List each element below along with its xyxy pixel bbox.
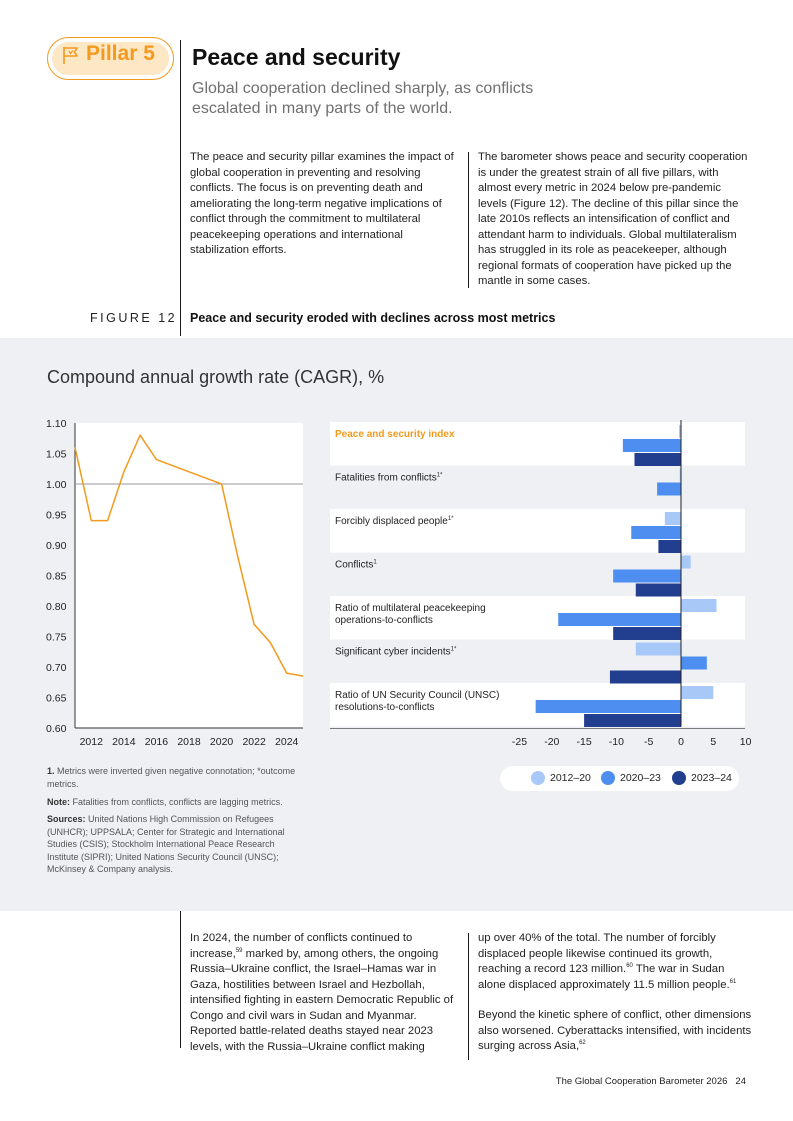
intro-right: The barometer shows peace and security c…	[478, 151, 748, 287]
y-tick-label: 1.10	[46, 418, 67, 430]
bar-2012–20	[679, 468, 681, 482]
flag-icon	[63, 47, 78, 64]
y-tick-label: 1.00	[46, 479, 67, 491]
bar-x-tick-label: -5	[644, 736, 653, 748]
bottom-right-paragraph-2: Beyond the kinetic sphere of conflict, o…	[478, 1009, 752, 1052]
footnote-note-text: Fatalities from conflicts, conflicts are…	[72, 797, 283, 807]
bar-2012–20	[681, 599, 717, 612]
bar-2023–24	[584, 714, 681, 727]
bar-category-label: Fatalities from conflicts1*	[335, 473, 443, 484]
bottom-left-rule	[180, 911, 181, 1048]
figure-label: FIGURE 12	[90, 311, 178, 325]
bar-2020–23	[613, 569, 681, 583]
footnote-note-label: Note:	[47, 797, 70, 807]
bar-2020–23	[681, 656, 707, 670]
x-tick-label: 2016	[145, 736, 169, 748]
footnote-sources-label: Sources:	[47, 814, 86, 824]
bar-2020–23	[631, 526, 681, 539]
page-footer: The Global Cooperation Barometer 2026 24	[548, 1076, 746, 1087]
bar-2023–24	[609, 670, 681, 684]
chart-panel-title: Compound annual growth rate (CAGR), %	[47, 367, 385, 387]
footnote-1: 1. Metrics were inverted given negative …	[47, 765, 307, 790]
page-title: Peace and security	[192, 44, 401, 70]
footer-publication: The Global Cooperation Barometer 2026	[555, 1076, 728, 1087]
chart-legend: 2012–20 2020–23 2023–24	[500, 766, 739, 791]
footnote-1-label: 1.	[47, 766, 55, 776]
bar-x-tick-label: -15	[577, 736, 592, 748]
y-tick-label: 0.90	[46, 540, 67, 552]
bar-category-label: Significant cyber incidents1*	[335, 647, 457, 658]
bar-category-label: Ratio of UN Security Council (UNSC) resol…	[335, 690, 500, 713]
y-tick-label: 0.65	[46, 693, 67, 705]
y-tick-label: 0.85	[46, 571, 67, 583]
y-tick-label: 0.80	[46, 601, 67, 613]
bar-2012–20	[679, 425, 681, 438]
legend-swatch	[601, 771, 615, 785]
page-subtitle: Global cooperation declined sharply, as …	[192, 80, 534, 117]
bar-2023–24	[658, 540, 681, 553]
bar-2020–23	[657, 482, 681, 496]
bar-x-tick-label: 0	[678, 736, 684, 748]
bar-2012–20	[664, 512, 681, 525]
x-tick-label: 2012	[80, 736, 104, 748]
line-chart: 1.10 1.05 1.00 0.95 0.90 0.85 0.80 0.75 0.70 0.65…	[46, 418, 304, 748]
x-tick-label: 2020	[210, 736, 234, 748]
bar-2012–20	[635, 642, 681, 656]
bar-x-tick-label: -25	[512, 736, 527, 748]
bar-category-label: Ratio of multilateral peacekeeping operat…	[335, 603, 486, 626]
x-tick-label: 2022	[242, 736, 266, 748]
intro-column-rule	[468, 152, 469, 288]
x-tick-label: 2024	[275, 736, 299, 748]
bar-2023–24	[634, 453, 681, 466]
bar-category-label: Peace and security index	[335, 429, 455, 440]
bottom-right-paragraph-1: up over 40% of the total. The number of …	[478, 932, 737, 991]
footnote-1-text: Metrics were inverted given negative con…	[47, 766, 296, 789]
bar-2020–23	[535, 700, 681, 713]
legend-swatch	[531, 771, 545, 785]
figure-title: Peace and security eroded with declines …	[190, 311, 556, 325]
footnote-sources: Sources: United Nations High Commission …	[47, 813, 307, 876]
bar-2020–23	[622, 439, 681, 452]
bar-2012–20	[681, 555, 691, 569]
bottom-right-rule	[468, 933, 469, 1060]
bar-x-tick-label: -20	[544, 736, 559, 748]
x-tick-label: 2014	[112, 736, 136, 748]
intro-left: The peace and security pillar examines t…	[190, 151, 454, 256]
y-tick-label: 1.05	[46, 449, 67, 461]
pillar-label: Pillar 5	[86, 42, 155, 65]
pillar-badge: Pillar 5	[47, 37, 174, 80]
y-tick-label: 0.70	[46, 662, 67, 674]
bar-2023–24	[635, 583, 681, 597]
bar-x-tick-label: 5	[710, 736, 716, 748]
bar-x-tick-label: -10	[609, 736, 624, 748]
legend-swatch	[672, 771, 686, 785]
footer-page-number: 24	[735, 1076, 746, 1087]
bar-2023–24	[613, 627, 681, 640]
footnote-note: Note: Fatalities from conflicts, conflic…	[47, 796, 307, 809]
y-tick-label: 0.60	[46, 723, 67, 735]
bottom-left-text: In 2024, the number of conflicts continu…	[190, 932, 454, 1053]
bar-2012–20	[681, 686, 714, 699]
bar-category-label: Forcibly displaced people1*	[335, 516, 454, 527]
legend-label: 2020–23	[620, 772, 661, 784]
y-tick-label: 0.95	[46, 510, 67, 522]
bar-chart: Peace and security index Fatalities from …	[330, 420, 752, 748]
bar-category-label: Conflicts1	[335, 560, 377, 571]
x-tick-label: 2018	[177, 736, 201, 748]
footnote-sources-text: United Nations High Commission on Refuge…	[47, 814, 285, 874]
y-tick-label: 0.75	[46, 632, 67, 644]
header-rule	[180, 40, 181, 336]
legend-label: 2012–20	[550, 772, 591, 784]
bar-2020–23	[558, 613, 681, 626]
line-chart-plot-area	[75, 423, 303, 728]
bar-x-tick-label: 10	[740, 736, 752, 748]
bottom-right-text: up over 40% of the total. The number of …	[478, 931, 753, 1055]
legend-label: 2023–24	[691, 772, 732, 784]
